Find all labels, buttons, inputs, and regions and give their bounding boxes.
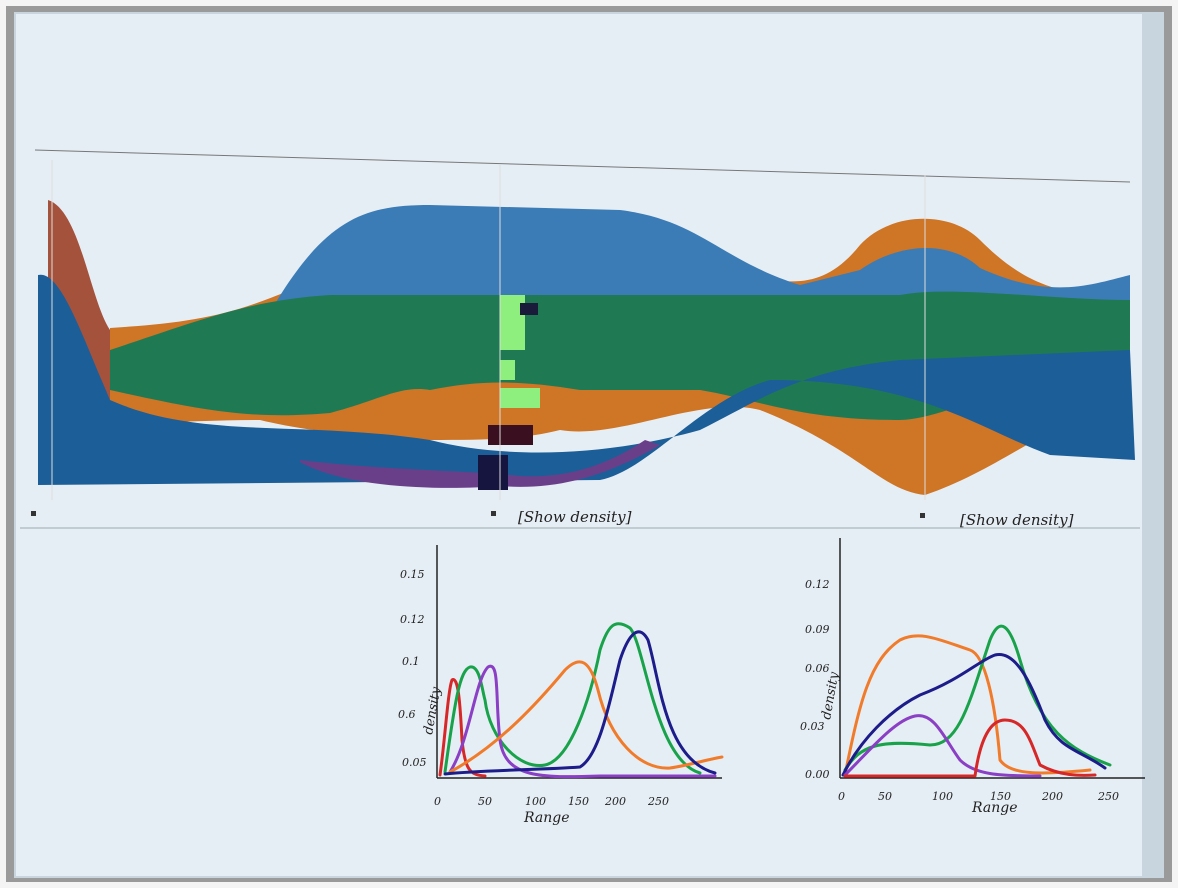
y-tick-label: 0.06 xyxy=(805,662,830,675)
x-tick-label: 0 xyxy=(838,790,845,803)
x-axis-label: Range xyxy=(971,800,1017,816)
toggle[interactable] xyxy=(920,513,925,518)
hist-bin xyxy=(520,303,538,315)
y-tick-label: 0.00 xyxy=(805,768,830,781)
x-axis-label: Range xyxy=(523,810,569,826)
x-tick-label: 250 xyxy=(647,795,669,808)
hist-bin xyxy=(500,360,515,380)
y-tick-label: 0.09 xyxy=(805,623,830,636)
y-tick-label: 0.6 xyxy=(398,708,416,721)
hist-bin xyxy=(488,425,533,445)
y-tick-label: 0.12 xyxy=(400,613,425,626)
y-tick-label: 0.12 xyxy=(805,578,830,591)
photo: [Show density] [Show density] 0.15 0.12 … xyxy=(0,0,1178,888)
y-tick-label: 0.03 xyxy=(800,720,825,733)
x-tick-label: 150 xyxy=(568,795,589,808)
x-tick-label: 50 xyxy=(878,790,892,803)
toggle[interactable] xyxy=(491,511,496,516)
x-tick-label: 250 xyxy=(1097,790,1119,803)
x-tick-label: 100 xyxy=(932,790,953,803)
x-tick-label: 50 xyxy=(478,795,492,808)
annotation[interactable]: [Show density] xyxy=(960,511,1074,529)
hist-bin xyxy=(478,455,508,490)
y-tick-label: 0.05 xyxy=(402,756,427,769)
x-tick-label: 200 xyxy=(1041,790,1063,803)
x-tick-label: 0 xyxy=(434,795,441,808)
x-tick-label: 200 xyxy=(604,795,626,808)
x-tick-label: 100 xyxy=(525,795,546,808)
y-tick-label: 0.1 xyxy=(402,655,420,668)
hist-bin xyxy=(500,388,540,408)
annotation[interactable]: [Show density] xyxy=(518,508,632,526)
toggle[interactable] xyxy=(31,511,36,516)
y-tick-label: 0.15 xyxy=(400,568,425,581)
